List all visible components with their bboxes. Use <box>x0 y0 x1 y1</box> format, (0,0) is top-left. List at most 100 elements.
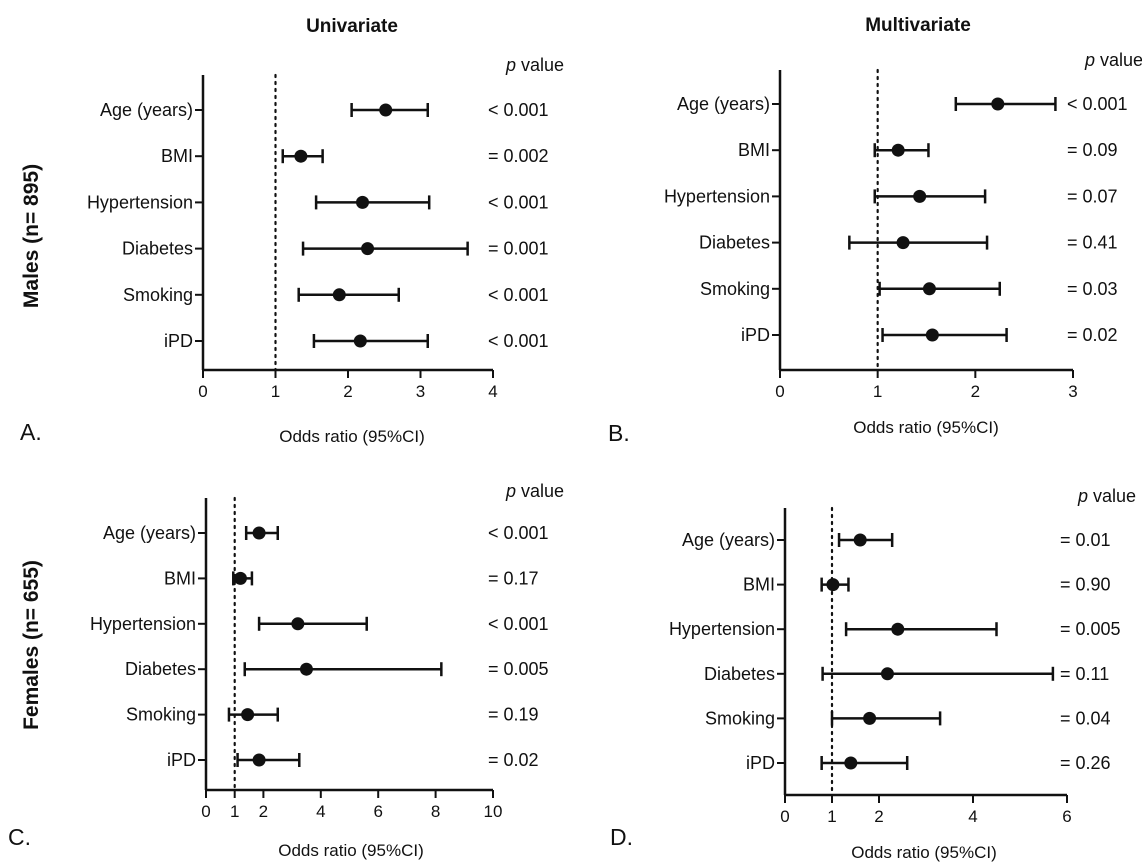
p-value-label: = 0.02 <box>1067 325 1118 345</box>
odds-ratio-point <box>252 526 266 540</box>
p-value-label: = 0.005 <box>488 659 549 679</box>
p-value-header-rest: value <box>1095 50 1142 70</box>
p-value-label: = 0.26 <box>1060 753 1111 773</box>
p-value-label: < 0.001 <box>488 285 549 305</box>
category-label: Age (years) <box>682 530 775 550</box>
x-tick-label: 8 <box>431 802 440 821</box>
odds-ratio-point <box>379 103 393 117</box>
x-tick-label: 6 <box>1062 807 1071 826</box>
p-value-label: = 0.02 <box>488 750 539 770</box>
odds-ratio-point <box>332 288 346 302</box>
odds-ratio-point <box>863 711 877 725</box>
category-label: Hypertension <box>669 619 775 639</box>
forest-panel: 0 1 2 3 4 Age (years) < 0.001 BMI = 0.002 Hyperte… <box>20 55 564 446</box>
forest-panel: 0 1 2 4 6 8 10 Age (years) < 0.001 BMI = 0.17 Hyper… <box>8 481 564 860</box>
category-label: Smoking <box>705 708 775 728</box>
column-title-univariate: Univariate <box>306 16 398 37</box>
row-title-females: Females (n= 655) <box>20 560 43 730</box>
p-value-label: = 0.11 <box>1060 664 1109 684</box>
p-value-label: < 0.001 <box>488 100 549 120</box>
x-tick-label: 4 <box>968 807 977 826</box>
p-value-header: p value <box>505 481 564 501</box>
p-value-label: = 0.002 <box>488 146 549 166</box>
category-label: Hypertension <box>664 186 770 206</box>
p-value-label: < 0.001 <box>488 614 549 634</box>
odds-ratio-point <box>252 753 266 767</box>
odds-ratio-point <box>291 617 305 631</box>
category-label: Smoking <box>126 705 196 725</box>
x-tick-label: 0 <box>198 382 207 401</box>
p-value-label: < 0.001 <box>488 523 549 543</box>
p-value-header: p value <box>1084 50 1142 70</box>
forest-panel: 0 1 2 3 Age (years) < 0.001 BMI = 0.09 Hypertens… <box>608 50 1142 446</box>
p-value-header-rest: value <box>1088 486 1136 506</box>
x-tick-label: 2 <box>874 807 883 826</box>
category-label: BMI <box>738 140 770 160</box>
odds-ratio-point <box>353 334 367 348</box>
x-tick-label: 3 <box>1068 382 1077 401</box>
panel-letter: B. <box>608 420 630 446</box>
p-value-header-p: p <box>505 55 516 75</box>
p-value-header-p: p <box>1077 486 1088 506</box>
p-value-header-rest: value <box>516 55 564 75</box>
category-label: Diabetes <box>122 239 193 259</box>
p-value-label: = 0.90 <box>1060 575 1111 595</box>
p-value-label: = 0.03 <box>1067 279 1118 299</box>
x-tick-label: 0 <box>775 382 784 401</box>
category-label: Age (years) <box>100 100 193 120</box>
x-axis-label: Odds ratio (95%CI) <box>278 841 424 860</box>
category-label: iPD <box>164 331 193 351</box>
category-label: BMI <box>161 146 193 166</box>
p-value-label: < 0.001 <box>1067 94 1128 114</box>
panel-letter: D. <box>610 824 633 850</box>
category-label: BMI <box>743 575 775 595</box>
odds-ratio-point <box>991 97 1005 111</box>
forest-panel: 0 1 2 4 6 Age (years) = 0.01 BMI = 0.90 Hypertens… <box>610 486 1136 862</box>
column-title-multivariate: Multivariate <box>865 15 971 36</box>
x-tick-label: 4 <box>488 382 497 401</box>
p-value-label: < 0.001 <box>488 192 549 212</box>
odds-ratio-point <box>896 236 910 250</box>
category-label: Age (years) <box>677 94 770 114</box>
x-tick-label: 4 <box>316 802 325 821</box>
x-tick-label: 1 <box>271 382 280 401</box>
odds-ratio-point <box>361 242 375 256</box>
x-tick-label: 1 <box>230 802 239 821</box>
p-value-label: = 0.41 <box>1067 233 1118 253</box>
p-value-label: = 0.17 <box>488 568 539 588</box>
p-value-label: = 0.01 <box>1060 530 1111 550</box>
odds-ratio-point <box>922 282 936 296</box>
p-value-label: = 0.04 <box>1060 708 1111 728</box>
category-label: Age (years) <box>103 523 196 543</box>
category-label: Hypertension <box>90 614 196 634</box>
p-value-header: p value <box>505 55 564 75</box>
category-label: Hypertension <box>87 192 193 212</box>
x-tick-label: 6 <box>373 802 382 821</box>
odds-ratio-point <box>299 662 313 676</box>
category-label: iPD <box>741 325 770 345</box>
odds-ratio-point <box>913 189 927 203</box>
p-value-header-rest: value <box>516 481 564 501</box>
p-value-label: = 0.07 <box>1067 186 1118 206</box>
p-value-label: = 0.005 <box>1060 619 1121 639</box>
category-label: Diabetes <box>125 659 196 679</box>
row-title-males: Males (n= 895) <box>20 164 43 308</box>
x-tick-label: 2 <box>971 382 980 401</box>
x-tick-label: 1 <box>827 807 836 826</box>
category-label: Smoking <box>123 285 193 305</box>
odds-ratio-point <box>880 667 894 681</box>
odds-ratio-point <box>891 143 905 157</box>
category-label: Diabetes <box>699 233 770 253</box>
category-label: iPD <box>746 753 775 773</box>
odds-ratio-point <box>925 328 939 342</box>
category-label: Smoking <box>700 279 770 299</box>
odds-ratio-point <box>233 571 247 585</box>
odds-ratio-point <box>844 756 858 770</box>
x-axis-label: Odds ratio (95%CI) <box>851 843 997 862</box>
x-axis-label: Odds ratio (95%CI) <box>853 418 999 437</box>
x-tick-label: 1 <box>873 382 882 401</box>
odds-ratio-point <box>294 149 308 163</box>
x-tick-label: 0 <box>780 807 789 826</box>
category-label: iPD <box>167 750 196 770</box>
